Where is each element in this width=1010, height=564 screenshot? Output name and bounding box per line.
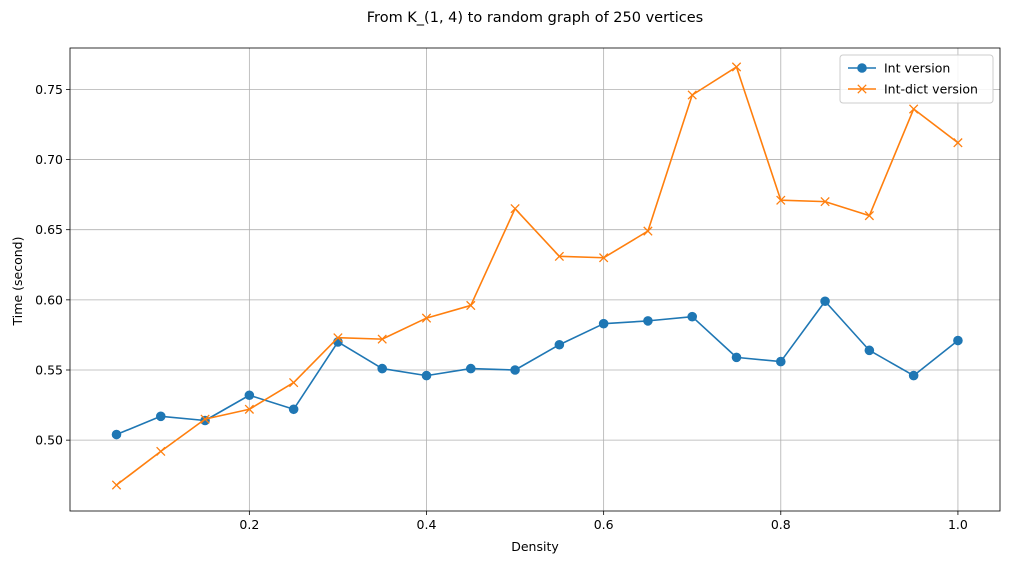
series-line-int-dict-version xyxy=(116,66,959,486)
legend-label: Int-dict version xyxy=(884,82,978,97)
data-point-int-dict-version xyxy=(111,480,122,490)
y-tick-label: 0.70 xyxy=(35,152,63,167)
data-point-int-version xyxy=(333,337,343,347)
data-point-int-version xyxy=(465,363,476,374)
data-point-int-version xyxy=(908,370,919,381)
data-point-int-version xyxy=(775,356,786,367)
legend-marker xyxy=(857,63,867,73)
x-tick-label: 0.6 xyxy=(594,517,614,532)
x-tick-label: 1.0 xyxy=(948,517,968,532)
data-point-int-version xyxy=(244,390,255,401)
legend-item-int-version: Int version xyxy=(848,61,950,76)
x-tick-label: 0.4 xyxy=(417,517,437,532)
data-point-int-dict-version xyxy=(510,203,520,214)
chart-title: From K_(1, 4) to random graph of 250 ver… xyxy=(367,10,703,26)
y-tick-label: 0.75 xyxy=(35,82,63,97)
data-point-int-version xyxy=(643,316,653,326)
x-tick-label: 0.2 xyxy=(239,517,259,532)
plot-frame xyxy=(69,47,1001,512)
data-point-int-version xyxy=(421,370,432,381)
data-point-int-dict-version xyxy=(776,195,786,205)
legend: Int version Int-dict version xyxy=(839,54,994,104)
data-point-int-version xyxy=(288,404,299,415)
data-point-int-dict-version xyxy=(598,253,609,263)
y-tick-label: 0.65 xyxy=(35,222,63,237)
series-int-dict-version xyxy=(111,62,963,490)
data-point-int-dict-version xyxy=(333,333,343,343)
data-point-int-dict-version xyxy=(908,104,919,114)
data-point-int-version xyxy=(820,296,830,307)
data-point-int-version xyxy=(864,345,875,356)
y-axis-label: Time (second) xyxy=(10,237,25,327)
data-point-int-dict-version xyxy=(643,226,653,236)
data-point-int-dict-version xyxy=(421,313,432,323)
legend-item-int-dict-version: Int-dict version xyxy=(848,82,978,97)
data-point-int-version xyxy=(953,335,963,346)
y-tick-label: 0.55 xyxy=(35,362,63,377)
data-point-int-dict-version xyxy=(288,377,299,388)
data-point-int-version xyxy=(377,363,388,374)
series-int-version xyxy=(111,296,963,440)
data-point-int-version xyxy=(598,318,609,329)
data-point-int-dict-version xyxy=(731,62,742,72)
data-point-int-version xyxy=(111,429,122,440)
grid xyxy=(70,48,1000,511)
series-group xyxy=(111,62,963,490)
data-point-int-version xyxy=(510,365,520,375)
data-point-int-dict-version xyxy=(466,300,476,311)
series-line-int-version xyxy=(116,300,959,436)
data-point-int-version xyxy=(554,339,565,350)
data-point-int-dict-version xyxy=(156,446,166,457)
data-point-int-dict-version xyxy=(200,414,210,424)
data-point-int-version xyxy=(687,311,698,322)
data-point-int-dict-version xyxy=(864,211,875,221)
data-point-int-dict-version xyxy=(377,334,387,344)
data-point-int-dict-version xyxy=(687,90,697,100)
legend-marker xyxy=(857,84,867,94)
data-point-int-version xyxy=(731,352,742,363)
legend-box xyxy=(839,54,994,104)
data-point-int-dict-version xyxy=(554,251,565,262)
data-point-int-dict-version xyxy=(244,404,255,414)
y-tick-label: 0.60 xyxy=(35,292,63,307)
data-point-int-version xyxy=(155,411,166,422)
x-tick-label: 0.8 xyxy=(771,517,791,532)
legend-label: Int version xyxy=(884,61,950,76)
data-point-int-dict-version xyxy=(820,196,830,207)
axes: 0.2 0.4 0.6 0.8 1.0 0.50 0.55 0.60 0.65 0.70 0.75 xyxy=(35,47,1001,532)
y-tick-label: 0.50 xyxy=(35,433,63,448)
data-point-int-dict-version xyxy=(953,138,963,148)
x-axis-label: Density xyxy=(511,539,559,554)
